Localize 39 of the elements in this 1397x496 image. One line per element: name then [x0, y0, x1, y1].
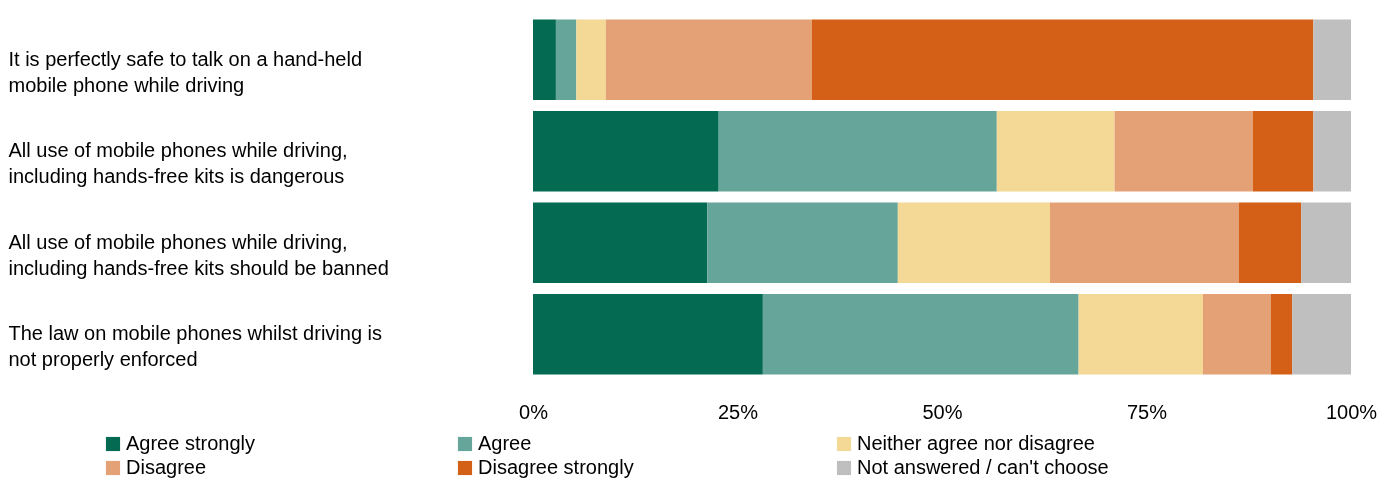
y-tick-label: It is perfectly safe to talk on a hand-held mobile phone while driving: [8, 47, 363, 96]
legend-label: Disagree: [126, 456, 207, 478]
bar: [762, 293, 1079, 375]
y-tick-label: All use of mobile phones while driving, including hands-free kits should be banned: [8, 230, 389, 279]
x-tick-label: 25%: [717, 400, 759, 423]
bar: [1078, 293, 1203, 375]
legend-label: Agree: [478, 432, 532, 454]
bar: [576, 19, 606, 101]
bar: [555, 19, 577, 101]
bar: [533, 202, 708, 284]
y-tick-label: The law on mobile phones whilst driving is not properly enforced: [8, 322, 383, 371]
legend-label: Not answered / can't choose: [857, 456, 1109, 478]
bar: [1049, 202, 1239, 284]
bar: [533, 19, 556, 101]
x-tick-label: 0%: [519, 400, 549, 423]
legend-label: Neither agree nor disagree: [857, 432, 1095, 454]
bar: [707, 202, 898, 284]
legend-label: Agree strongly: [126, 432, 255, 454]
bar: [1202, 293, 1271, 375]
bar: [1313, 19, 1351, 101]
bar: [718, 110, 997, 192]
bar: [533, 110, 719, 192]
bar: [1114, 110, 1253, 192]
bar: [996, 110, 1115, 192]
bar: [605, 19, 812, 101]
x-tick-label: 75%: [1126, 400, 1168, 423]
legend-label: Disagree strongly: [478, 456, 634, 478]
bar: [533, 293, 763, 375]
y-tick-label: All use of mobile phones while driving, including hands-free kits is dangerous: [8, 139, 348, 188]
bar: [897, 202, 1050, 284]
x-tick-label: 50%: [922, 400, 963, 423]
bar: [1292, 293, 1351, 375]
bar: [1270, 293, 1293, 375]
bar: [1238, 202, 1302, 284]
x-tick-label: 100%: [1325, 400, 1378, 423]
bar: [811, 19, 1314, 101]
bar: [1313, 110, 1351, 192]
bar: [1252, 110, 1314, 192]
bar: [1301, 202, 1351, 284]
